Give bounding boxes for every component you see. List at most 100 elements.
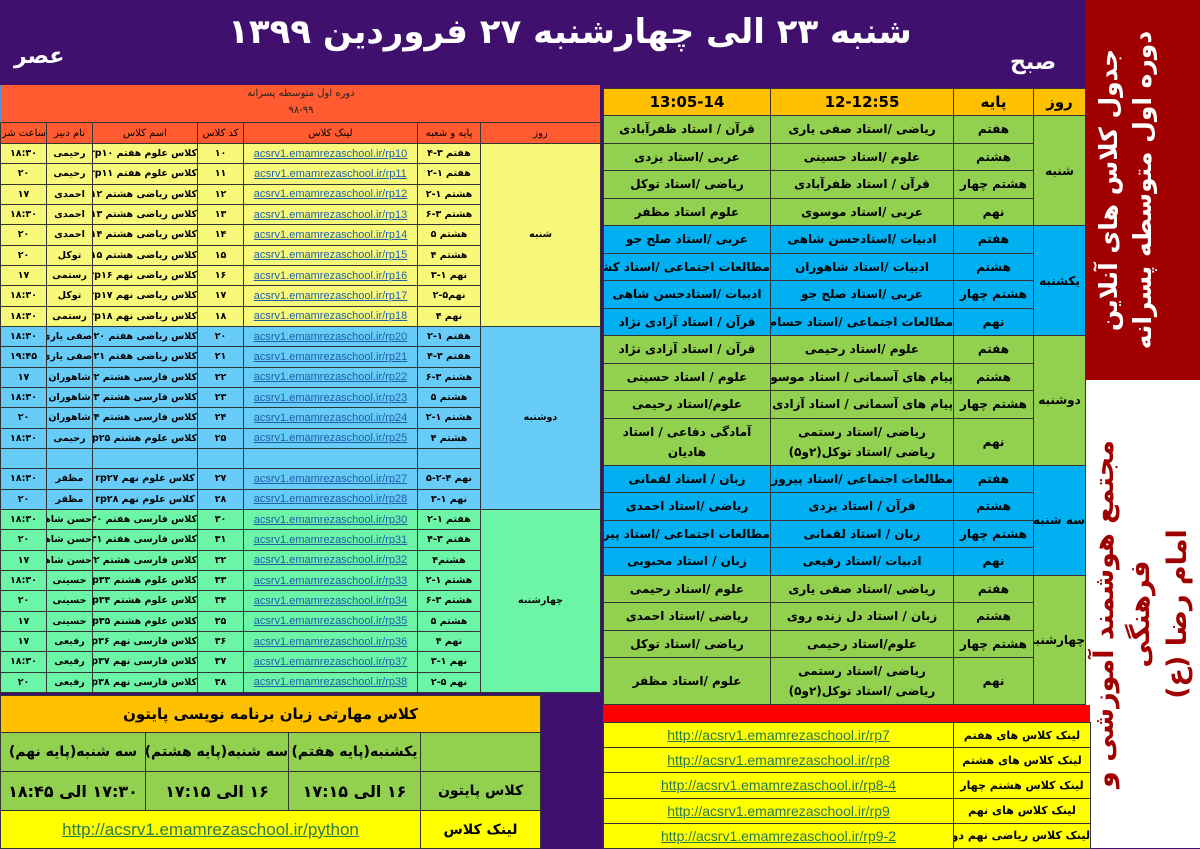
teacher-name: حسینی [46, 569, 93, 592]
class-link[interactable]: acsrv1.emamrezaschool.ir/rp15 [253, 249, 408, 262]
period-1: زبان / استاد دل زنده روی [770, 602, 954, 631]
link-cell: acsrv1.emamrezaschool.ir/rp25 [243, 427, 418, 449]
grade-section: هشتم ۵ [417, 386, 481, 409]
class-link[interactable]: acsrv1.emamrezaschool.ir/rp33 [253, 574, 408, 587]
class-link[interactable]: acsrv1.emamrezaschool.ir/rp30 [253, 513, 408, 526]
class-link[interactable]: acsrv1.emamrezaschool.ir/rp10 [253, 147, 408, 160]
class-link[interactable]: acsrv1.emamrezaschool.ir/rp17 [253, 289, 408, 302]
grade-link[interactable]: http://acsrv1.emamrezaschool.ir/rp8 [667, 752, 890, 769]
grade: هشتم چهار [953, 390, 1034, 419]
class-link[interactable]: acsrv1.emamrezaschool.ir/rp18 [253, 310, 408, 323]
class-code: ۱۵ [197, 244, 244, 266]
school-name-line2: امام رضا (ع) [1161, 529, 1193, 699]
grade-link[interactable]: http://acsrv1.emamrezaschool.ir/rp9 [667, 802, 890, 819]
class-link[interactable]: acsrv1.emamrezaschool.ir/rp38 [253, 676, 408, 689]
table-row: نهم ۱-۳ acsrv1.emamrezaschool.ir/rp28 ۲۸ کل… [0, 488, 601, 510]
start-time: ۱۷ [0, 610, 47, 632]
link-cell: acsrv1.emamrezaschool.ir/rp16 [243, 264, 418, 287]
class-name: کلاس فارسی نهم rp۳۶ [92, 630, 198, 653]
grade-section: نهم ۴ [417, 630, 481, 653]
class-name: کلاس فارسی هفتم rp۳۱ [92, 529, 198, 551]
grade-section: هفتم ۱-۲ [417, 325, 481, 348]
side-title-line2: دوره اول متوسطه پسرانه [1127, 30, 1157, 350]
table-row: هشتم ادبیات /استاد شاهوران مطالعات اجتماعی… [603, 252, 1086, 281]
link-label: لینک کلاس های نهم [953, 797, 1091, 824]
period-2: ریاضی /استاد احمدی [603, 492, 771, 521]
table-row: هشتم۴ acsrv1.emamrezaschool.ir/rp32 ۳۲ کلاس… [0, 549, 601, 571]
class-link[interactable]: acsrv1.emamrezaschool.ir/rp11 [254, 167, 407, 180]
link-cell: acsrv1.emamrezaschool.ir/rp31 [243, 529, 418, 551]
class-link[interactable]: acsrv1.emamrezaschool.ir/rp24 [253, 411, 408, 424]
grade-section: نهم ۴-۲-۵ [417, 468, 481, 490]
class-name: کلاس فارسی هفتم rp۳۰ [92, 508, 198, 531]
table-row: نهم ریاضی /استاد رستمی ریاضی /استاد توکل(۲… [603, 417, 1086, 466]
grade-link[interactable]: http://acsrv1.emamrezaschool.ir/rp9-2 [661, 827, 896, 844]
grade-section: هشتم ۱-۲ [417, 569, 481, 592]
class-link[interactable]: acsrv1.emamrezaschool.ir/rp25 [253, 432, 408, 445]
class-link[interactable]: acsrv1.emamrezaschool.ir/rp13 [253, 208, 408, 221]
teacher-name: حسن شاهی [46, 529, 93, 551]
day-cell: شنبه [480, 143, 601, 327]
class-link[interactable]: acsrv1.emamrezaschool.ir/rp14 [253, 228, 408, 241]
start-time: ۲۰ [0, 671, 47, 693]
page-title: شنبه ۲۳ الی چهارشنبه ۲۷ فروردین ۱۳۹۹ [228, 12, 912, 52]
grade: هشتم چهار [953, 280, 1034, 309]
grade-section: هشتم ۵ [417, 224, 481, 246]
class-link[interactable]: acsrv1.emamrezaschool.ir/rp31 [253, 533, 408, 546]
class-code: ۱۲ [197, 183, 244, 205]
class-link[interactable]: acsrv1.emamrezaschool.ir/rp20 [253, 330, 408, 343]
class-link[interactable]: acsrv1.emamrezaschool.ir/rp12 [253, 188, 408, 201]
python-class-table: کلاس مهارتی زبان برنامه نویسی پایتون یکش… [0, 695, 542, 849]
class-code: ۱۷ [197, 285, 244, 307]
teacher-name: رفیعی [46, 651, 93, 673]
grade-link[interactable]: http://acsrv1.emamrezaschool.ir/rp7 [667, 727, 890, 744]
period-1-line: مطالعات اجتماعی /استاد حسام پور [770, 314, 953, 329]
day-cell: چهارشنبه [1033, 574, 1086, 705]
grade-link[interactable]: http://acsrv1.emamrezaschool.ir/rp8-4 [661, 777, 896, 794]
class-link[interactable]: acsrv1.emamrezaschool.ir/rp32 [253, 554, 408, 567]
link-cell: http://acsrv1.emamrezaschool.ir/rp7 [603, 721, 954, 749]
grade: هشتم [953, 362, 1034, 391]
class-link[interactable]: acsrv1.emamrezaschool.ir/rp34 [253, 594, 408, 607]
python-link[interactable]: http://acsrv1.emamrezaschool.ir/python [62, 819, 359, 839]
class-link[interactable]: acsrv1.emamrezaschool.ir/rp22 [253, 371, 408, 384]
class-name: کلاس ریاضی هشتم rp۱۳ [92, 203, 198, 226]
class-name: کلاس فارسی هشتم rp۲۴ [92, 407, 198, 429]
python-day: یکشنبه(پایه هفتم) [288, 732, 422, 772]
table-row: نهم ۴ acsrv1.emamrezaschool.ir/rp18 ۱۸ کلاس… [0, 305, 601, 327]
python-time: ۱۶ الی ۱۷:۱۵ [288, 771, 422, 811]
empty-cell [420, 732, 542, 772]
class-link[interactable]: acsrv1.emamrezaschool.ir/rp16 [253, 269, 408, 282]
python-row-label: کلاس پایتون [420, 771, 542, 811]
period-1-line: پیام های آسمانی / استاد آزادی نژاد [772, 397, 953, 412]
table-row: نهم ادبیات /استاد رفیعی زبان / استاد محبوب… [603, 547, 1086, 576]
grade: هشتم [953, 492, 1034, 521]
class-code: ۳۰ [197, 508, 244, 531]
period-2: آمادگی دفاعی / استاد هادیان [603, 417, 771, 466]
class-name: کلاس علوم هشتم rp۳۵ [92, 610, 198, 632]
grade: هشتم چهار [953, 170, 1034, 199]
start-time: ۱۷ [0, 630, 47, 653]
class-link[interactable]: acsrv1.emamrezaschool.ir/rp23 [253, 391, 408, 404]
class-link[interactable]: acsrv1.emamrezaschool.ir/rp21 [253, 350, 408, 363]
grade: هشتم [953, 142, 1034, 171]
class-code: ۲۵ [197, 427, 244, 449]
class-link[interactable]: acsrv1.emamrezaschool.ir/rp28 [253, 493, 408, 506]
grade-section: هشتم ۳-۶ [417, 590, 481, 612]
table-row: دوشنبه هفتم علوم /استاد رحیمی قرآن / استاد … [603, 335, 1086, 466]
period-1: عربی /استاد صلح جو [770, 280, 954, 309]
class-link[interactable]: acsrv1.emamrezaschool.ir/rp36 [253, 635, 408, 648]
column-header: اسم کلاس [92, 122, 198, 144]
class-name: کلاس علوم هفتم rp۱۰ [92, 142, 198, 165]
python-title: کلاس مهارتی زبان برنامه نویسی پایتون [0, 695, 542, 733]
class-link[interactable]: acsrv1.emamrezaschool.ir/rp37 [253, 655, 408, 668]
python-time: ۱۶ الی ۱۷:۱۵ [145, 771, 290, 811]
period-2: علوم / استاد حسینی [603, 362, 771, 391]
python-day: سه شنبه(پایه هشتم) [145, 732, 290, 772]
class-link[interactable]: acsrv1.emamrezaschool.ir/rp27 [253, 472, 408, 485]
class-code: ۳۴ [197, 590, 244, 612]
class-link[interactable]: acsrv1.emamrezaschool.ir/rp35 [253, 615, 408, 628]
start-time: ۲۰ [0, 224, 47, 246]
class-name: کلاس علوم هشتم rp۲۵ [92, 427, 198, 449]
link-cell: acsrv1.emamrezaschool.ir/rp32 [243, 549, 418, 571]
